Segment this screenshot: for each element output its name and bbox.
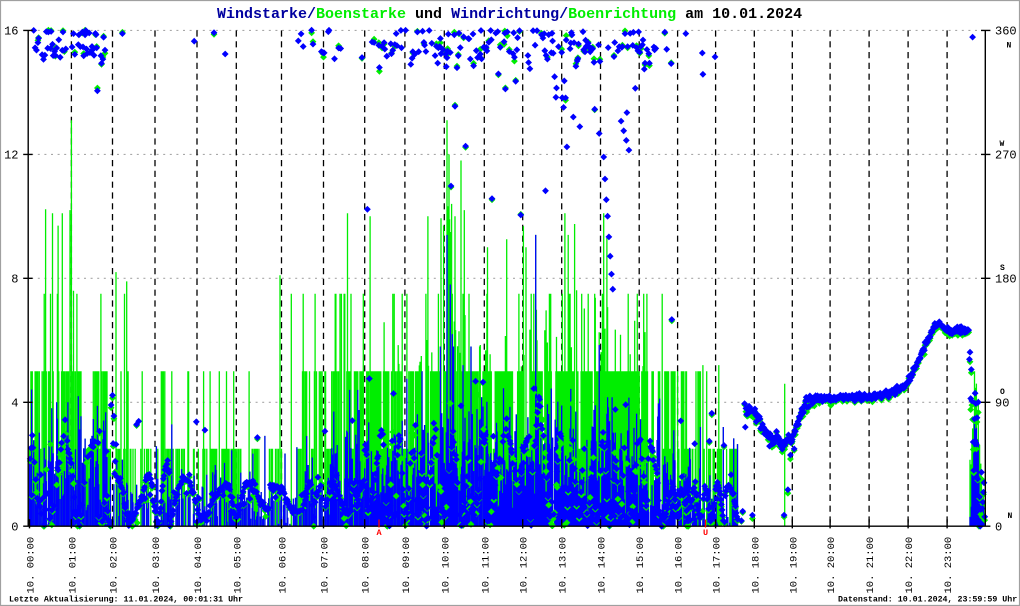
svg-text:10. 23:00: 10. 23:00 xyxy=(943,537,955,594)
svg-text:10. 07:00: 10. 07:00 xyxy=(320,537,332,594)
svg-text:10. 06:00: 10. 06:00 xyxy=(278,537,290,594)
svg-text:Letzte Aktualisierung: 11.01.2: Letzte Aktualisierung: 11.01.2024, 00:01… xyxy=(9,595,243,605)
svg-text:10. 05:00: 10. 05:00 xyxy=(232,537,244,594)
svg-text:0: 0 xyxy=(995,520,1002,534)
svg-text:10. 02:00: 10. 02:00 xyxy=(109,537,121,594)
svg-text:0: 0 xyxy=(11,520,18,534)
svg-text:Datenstand: 10.01.2024, 23:59:: Datenstand: 10.01.2024, 23:59:59 Uhr xyxy=(838,595,1017,605)
svg-text:10. 20:00: 10. 20:00 xyxy=(826,537,838,594)
svg-text:W: W xyxy=(1000,140,1005,149)
svg-text:O: O xyxy=(1000,388,1005,397)
svg-text:10. 10:00: 10. 10:00 xyxy=(440,537,452,594)
svg-text:16: 16 xyxy=(4,25,18,39)
svg-text:10. 04:00: 10. 04:00 xyxy=(193,537,205,594)
svg-text:360: 360 xyxy=(995,24,1017,38)
svg-text:10. 17:00: 10. 17:00 xyxy=(712,537,724,594)
svg-text:270: 270 xyxy=(995,148,1017,162)
svg-text:10. 03:00: 10. 03:00 xyxy=(151,537,163,594)
svg-text:N: N xyxy=(1008,512,1013,521)
svg-text:10. 11:00: 10. 11:00 xyxy=(480,537,492,594)
svg-text:U: U xyxy=(703,528,708,538)
svg-text:10. 22:00: 10. 22:00 xyxy=(904,537,916,594)
svg-text:N: N xyxy=(1007,42,1012,51)
svg-text:10. 16:00: 10. 16:00 xyxy=(674,537,686,594)
svg-text:4: 4 xyxy=(11,397,18,411)
svg-text:10. 00:00: 10. 00:00 xyxy=(26,537,38,594)
svg-text:S: S xyxy=(1000,264,1005,273)
svg-text:10. 01:00: 10. 01:00 xyxy=(67,537,79,594)
svg-text:10. 08:00: 10. 08:00 xyxy=(361,537,373,594)
svg-text:12: 12 xyxy=(4,149,18,163)
svg-text:10. 15:00: 10. 15:00 xyxy=(635,537,647,594)
svg-text:10. 13:00: 10. 13:00 xyxy=(558,537,570,594)
svg-text:10. 21:00: 10. 21:00 xyxy=(865,537,877,594)
svg-text:Windstarke/Boenstarke und Wind: Windstarke/Boenstarke und Windrichtung/B… xyxy=(217,6,802,23)
svg-text:90: 90 xyxy=(995,396,1009,410)
svg-text:10. 14:00: 10. 14:00 xyxy=(597,537,609,594)
svg-text:10. 09:00: 10. 09:00 xyxy=(401,537,413,594)
svg-text:8: 8 xyxy=(11,273,18,287)
svg-text:180: 180 xyxy=(995,272,1017,286)
svg-text:10. 18:00: 10. 18:00 xyxy=(750,537,762,594)
svg-text:10. 12:00: 10. 12:00 xyxy=(519,537,531,594)
svg-text:A: A xyxy=(376,528,382,538)
svg-text:10. 19:00: 10. 19:00 xyxy=(788,537,800,594)
